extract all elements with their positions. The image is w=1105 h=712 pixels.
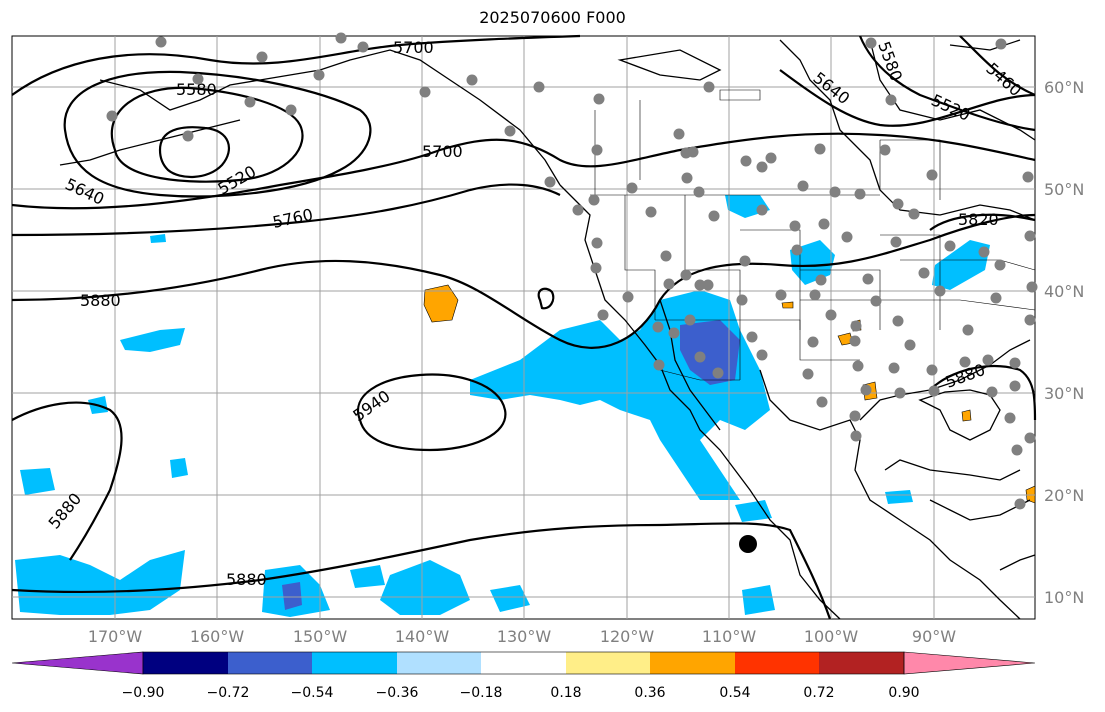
shade-region (735, 500, 772, 522)
colorbar-tick: 0.90 (888, 685, 919, 701)
colorbar-tick: −0.72 (207, 685, 250, 701)
shade-region (742, 585, 775, 615)
coastline (779, 39, 1036, 221)
colorbar-ticks: −0.90 −0.72 −0.54 −0.36 −0.18 0.18 0.36 … (122, 685, 920, 701)
lat-label: 20°N (1044, 486, 1084, 505)
colorbar-cell (143, 652, 228, 674)
map-title: 2025070600 F000 (479, 8, 626, 27)
shade-region (350, 565, 385, 588)
shade-region (932, 240, 990, 290)
contour-label: 5700 (393, 38, 434, 57)
lon-label: 150°W (293, 627, 348, 646)
coastline (918, 389, 1001, 441)
shade-region (120, 328, 185, 352)
coastline (949, 39, 1021, 51)
shade-region (170, 458, 188, 478)
contour-label: 5580 (176, 80, 217, 99)
shade-region (20, 468, 55, 495)
coastline (759, 369, 1021, 620)
colorbar-cell (735, 652, 819, 674)
coastline (99, 49, 561, 186)
contour-line (537, 287, 555, 310)
lon-label: 160°W (190, 627, 245, 646)
contour-line (110, 86, 304, 183)
colorbar-tick: −0.54 (291, 685, 334, 701)
contour-line (11, 401, 123, 561)
colorbar-cell (650, 652, 735, 674)
colorbar-cell (397, 652, 481, 674)
latitude-labels: 60°N 50°N 40°N 30°N 20°N 10°N (1044, 78, 1084, 607)
shade-region (150, 234, 166, 243)
contour-line (929, 364, 1037, 421)
contour-line (63, 70, 372, 198)
colorbar: −0.90 −0.72 −0.54 −0.36 −0.18 0.18 0.36 … (11, 651, 1036, 701)
contour-label: 5820 (958, 210, 999, 229)
contour-label: 5700 (422, 142, 463, 161)
colorbar-tick: 0.18 (550, 685, 581, 701)
lat-label: 30°N (1044, 384, 1084, 403)
colorbar-cell (903, 651, 1036, 675)
colorbar-tick: −0.18 (460, 685, 503, 701)
lat-label: 50°N (1044, 180, 1084, 199)
lon-label: 120°W (600, 627, 655, 646)
lat-label: 40°N (1044, 282, 1084, 301)
highlight-marker (739, 535, 757, 553)
lon-label: 100°W (804, 627, 859, 646)
shade-region (490, 585, 530, 612)
height-contours (11, 34, 1037, 620)
colorbar-tick: 0.72 (803, 685, 834, 701)
shade-region (380, 560, 470, 615)
station-markers (106, 32, 1038, 510)
colorbar-cell (312, 652, 397, 674)
contour-line (11, 34, 581, 96)
colorbar-cell (566, 652, 650, 674)
colorbar-cell (481, 652, 566, 674)
shade-region (781, 301, 794, 309)
contour-line (858, 35, 1036, 132)
colorbar-tick: −0.90 (122, 685, 165, 701)
contour-line (357, 373, 507, 452)
contour-label: 5880 (226, 570, 267, 589)
coastline (869, 39, 1036, 141)
lon-label: 140°W (395, 627, 450, 646)
coastline (859, 339, 1031, 421)
contour-label: 5880 (80, 291, 121, 310)
coastline (659, 299, 721, 431)
contour-line (11, 183, 561, 237)
colorbar-cell (819, 652, 904, 674)
colorbar-tick: 0.54 (719, 685, 750, 701)
shade-region (282, 582, 302, 610)
colorbar-tick: 0.36 (634, 685, 665, 701)
shade-region (15, 550, 185, 615)
coastline (559, 184, 841, 620)
contour-line (779, 69, 1036, 127)
contour-line (11, 132, 1036, 210)
coastline (929, 499, 1031, 521)
lon-label: 130°W (497, 627, 552, 646)
contour-line (11, 522, 832, 620)
colorbar-tick: −0.36 (376, 685, 419, 701)
contour-line (929, 213, 1036, 231)
shade-region (680, 320, 740, 385)
coastline (999, 554, 1036, 571)
coastline (884, 459, 1021, 481)
shade-region (961, 409, 972, 422)
lon-label: 110°W (702, 627, 757, 646)
shade-region (885, 490, 913, 504)
contour-line (959, 35, 1036, 97)
contour-line (158, 126, 231, 179)
lon-label: 90°W (912, 627, 956, 646)
lat-label: 10°N (1044, 588, 1084, 607)
longitude-labels: 170°W 160°W 150°W 140°W 130°W 120°W 110°… (88, 627, 956, 646)
coastline (617, 49, 722, 81)
contour-line (11, 213, 1036, 349)
lat-label: 60°N (1044, 78, 1084, 97)
colorbar-frame (142, 651, 905, 675)
shade-region (423, 284, 459, 323)
lon-label: 170°W (88, 627, 143, 646)
colorbar-cell (228, 652, 312, 674)
colorbar-cell (11, 651, 144, 675)
